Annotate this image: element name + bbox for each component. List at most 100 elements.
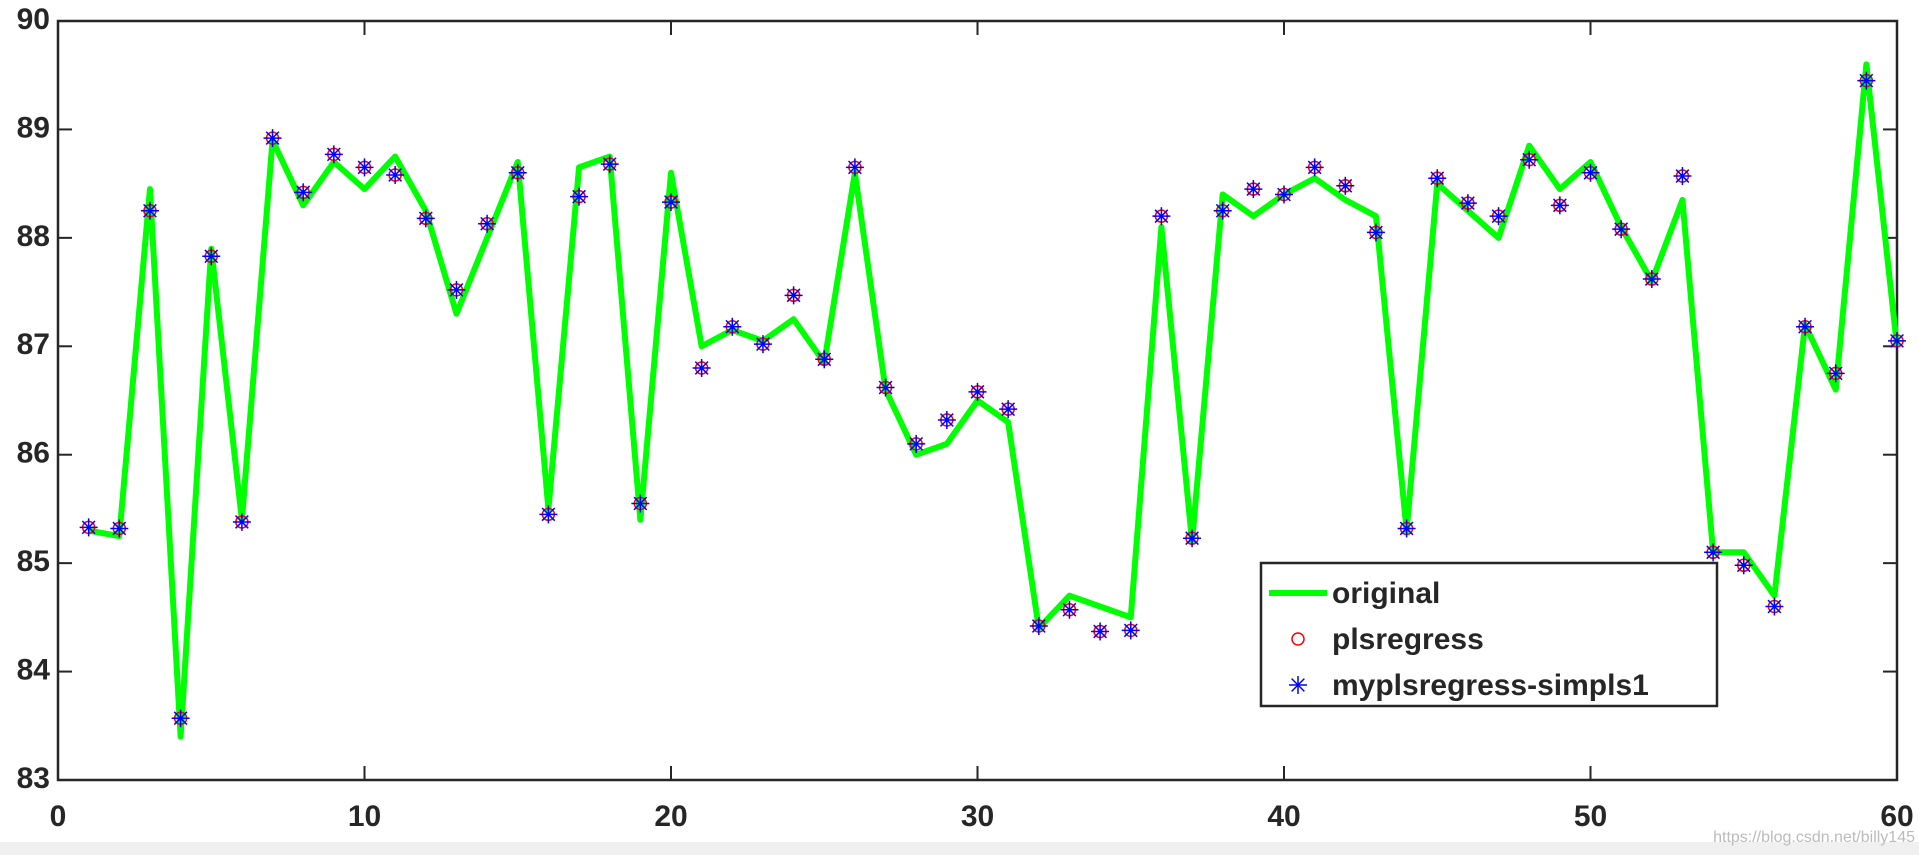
y-tick-label: 88 [17, 220, 50, 253]
asterisk-marker [110, 519, 129, 538]
asterisk-stroke [1644, 272, 1659, 286]
plot-frame [56, 19, 1899, 782]
asterisk-stroke [694, 361, 709, 375]
asterisk-stroke [1675, 169, 1690, 183]
asterisk-marker [1336, 176, 1355, 195]
asterisk-marker [1765, 597, 1784, 616]
asterisk-marker [631, 494, 650, 513]
asterisk-marker [1612, 220, 1631, 239]
asterisk-stroke [1062, 602, 1077, 617]
asterisk-stroke [1246, 182, 1261, 196]
asterisk-stroke [602, 157, 617, 172]
legend-swatch [1289, 676, 1307, 694]
asterisk-marker [140, 201, 159, 220]
x-tick-label: 0 [50, 800, 67, 833]
asterisk-marker [447, 280, 466, 299]
asterisk-marker [355, 158, 374, 177]
asterisk-marker [1060, 600, 1079, 619]
asterisk-marker [1581, 163, 1600, 182]
asterisk-marker [1183, 529, 1202, 548]
asterisk-marker [508, 163, 527, 182]
asterisk-stroke [1185, 531, 1199, 546]
asterisk-marker [999, 400, 1018, 419]
asterisk-stroke [1890, 333, 1904, 348]
y-tick-label: 84 [17, 653, 51, 686]
asterisk-marker [907, 434, 926, 453]
asterisk-stroke [1430, 171, 1445, 186]
asterisk-marker [968, 382, 987, 401]
asterisk-marker [1489, 207, 1508, 226]
asterisk-stroke [357, 160, 372, 175]
asterisk-marker [1550, 196, 1569, 215]
asterisk-stroke [204, 249, 219, 264]
y-tick-label: 87 [17, 328, 50, 361]
asterisk-marker [1796, 317, 1815, 336]
asterisk-marker [1734, 556, 1753, 575]
asterisk-stroke [173, 711, 188, 726]
asterisk-marker [600, 155, 619, 174]
asterisk-stroke [1461, 196, 1475, 211]
asterisk-stroke [449, 283, 464, 297]
asterisk-stroke [296, 185, 311, 200]
watermark: https://blog.csdn.net/billy145 [1713, 829, 1915, 846]
asterisk-marker [539, 505, 558, 524]
asterisk-stroke [1123, 623, 1138, 638]
asterisk-marker [202, 247, 221, 266]
asterisk-marker [416, 209, 435, 228]
asterisk-stroke [1491, 209, 1506, 224]
legend-label: original [1332, 577, 1440, 610]
asterisk-stroke [480, 216, 494, 231]
asterisk-marker [937, 411, 956, 430]
asterisk-marker [784, 286, 803, 305]
asterisk-stroke [1798, 319, 1812, 334]
legend-label: myplsregress-simpls1 [1332, 669, 1649, 702]
x-tick-label: 60 [1880, 800, 1913, 833]
x-tick-label: 10 [348, 800, 381, 833]
asterisk-stroke [1706, 545, 1720, 560]
asterisk-marker [1121, 621, 1140, 640]
asterisk-stroke [817, 352, 832, 367]
asterisk-stroke [939, 413, 954, 427]
asterisk-stroke [786, 288, 801, 303]
asterisk-stroke [1338, 178, 1353, 193]
asterisk-stroke [1583, 165, 1598, 180]
asterisk-stroke [878, 380, 893, 395]
legend-box [1259, 561, 1719, 708]
asterisk-stroke [1767, 599, 1782, 614]
asterisk-stroke [112, 521, 127, 536]
asterisk-stroke [756, 337, 770, 352]
asterisk-marker [1397, 519, 1416, 538]
asterisk-stroke [1307, 160, 1322, 175]
asterisk-stroke [1859, 73, 1874, 88]
asterisk-stroke [1369, 225, 1383, 240]
asterisk-marker [1366, 223, 1385, 242]
asterisk-stroke [1154, 209, 1169, 224]
asterisk-marker [1305, 158, 1324, 177]
asterisk-stroke [1291, 678, 1305, 692]
asterisk-marker [1673, 167, 1692, 186]
asterisk-marker [662, 193, 680, 212]
asterisk-stroke [970, 384, 985, 399]
asterisk-stroke [418, 211, 433, 226]
y-tick-label: 89 [17, 111, 50, 144]
asterisk-marker [1275, 185, 1293, 204]
asterisk-marker [1244, 180, 1263, 199]
y-tick-label: 86 [17, 437, 50, 470]
x-tick-label: 50 [1574, 800, 1607, 833]
asterisk-stroke [1001, 402, 1016, 417]
asterisk-marker [1029, 617, 1048, 636]
asterisk-marker [1704, 543, 1723, 562]
asterisk-marker [723, 317, 742, 336]
asterisk-stroke [235, 515, 249, 529]
asterisk-marker [753, 335, 772, 354]
asterisk-marker [386, 165, 405, 184]
asterisk-stroke [664, 195, 678, 209]
legend-swatch [1291, 632, 1305, 646]
asterisk-stroke [1215, 203, 1230, 218]
asterisk-stroke [1736, 558, 1751, 573]
legend-label: plsregress [1332, 623, 1484, 656]
asterisk-stroke [725, 319, 740, 334]
asterisk-marker [845, 158, 864, 177]
x-tick-label: 20 [654, 800, 687, 833]
